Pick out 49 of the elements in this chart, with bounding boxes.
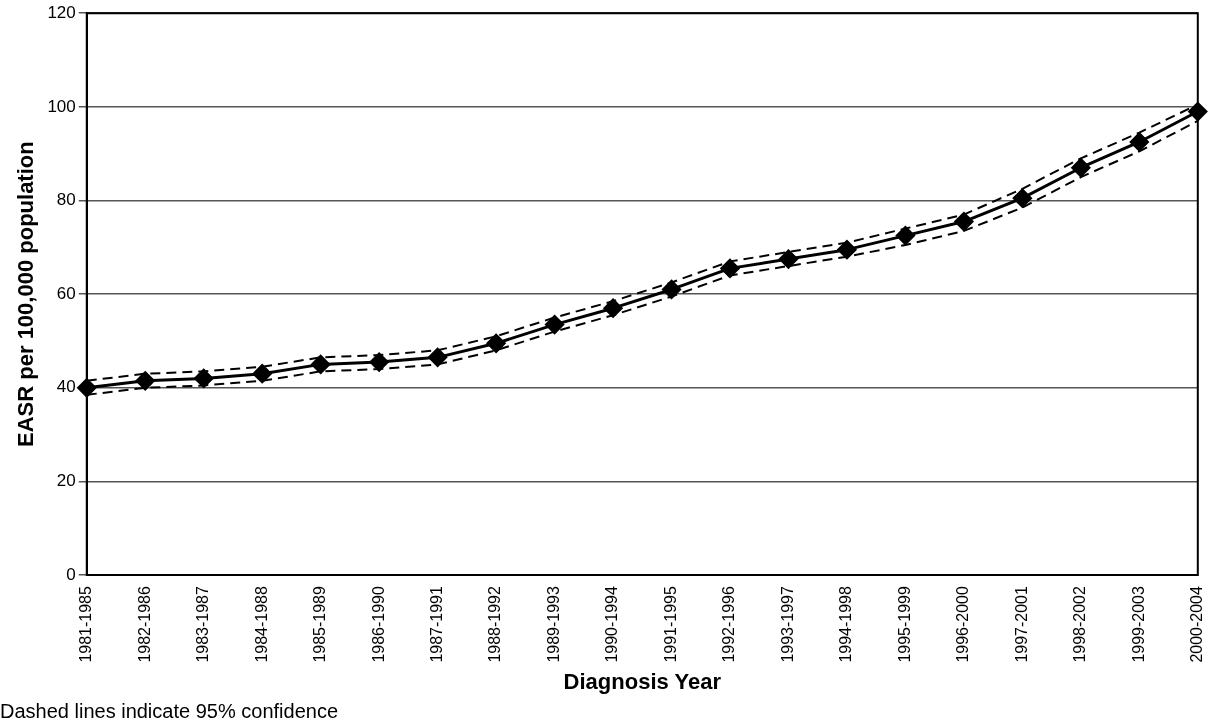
y-tick-label: 100: [47, 96, 76, 116]
point: [1129, 132, 1149, 152]
point: [778, 249, 798, 269]
x-tick-label: 2000-2004: [1188, 585, 1206, 663]
point: [252, 364, 272, 384]
x-tick-label: 1998-2002: [1071, 585, 1089, 663]
x-tick-label: 1988-1992: [486, 585, 504, 663]
x-tick-label: 1987-1991: [428, 585, 446, 663]
y-tick-label: 60: [56, 283, 76, 303]
point: [603, 298, 623, 318]
point: [1071, 158, 1091, 178]
y-axis-title: EASR per 100,000 population: [13, 141, 39, 447]
point: [895, 226, 915, 246]
point: [1012, 188, 1032, 208]
point: [720, 258, 740, 278]
y-tick-label: 0: [66, 564, 76, 584]
point: [837, 240, 857, 260]
x-tick-label: 1995-1999: [895, 585, 913, 663]
point: [194, 368, 214, 388]
x-tick-label: 1986-1990: [369, 585, 387, 663]
x-tick-label: 1990-1994: [603, 585, 621, 663]
x-tick-label: 1994-1998: [837, 585, 855, 663]
point: [954, 212, 974, 232]
x-tick-label: 1993-1997: [778, 585, 796, 663]
point: [135, 371, 155, 391]
point: [369, 352, 389, 372]
point: [311, 354, 331, 374]
point: [545, 315, 565, 335]
x-tick-label: 1981-1985: [77, 585, 95, 663]
text: Dashed lines indicate 95% confidence: [0, 700, 338, 723]
point: [486, 333, 506, 353]
x-tick-label: 1989-1993: [544, 585, 562, 663]
x-tick-label: 1992-1996: [720, 585, 738, 663]
point: [662, 279, 682, 299]
x-tick-label: 1999-2003: [1129, 585, 1147, 663]
x-tick-label: 1991-1995: [661, 585, 679, 663]
x-tick-label: 1984-1988: [252, 585, 270, 663]
y-tick-label: 40: [56, 377, 76, 397]
y-tick-label: 80: [56, 190, 76, 210]
x-axis-title: Diagnosis Year: [563, 668, 722, 694]
point: [428, 347, 448, 367]
x-tick-label: 1983-1987: [194, 585, 212, 663]
x-tick-label: 1982-1986: [135, 585, 153, 663]
point: [77, 378, 97, 398]
x-tick-label: 1985-1989: [311, 585, 329, 663]
y-tick-label: 120: [47, 2, 76, 22]
x-tick-label: 1996-2000: [954, 585, 972, 663]
x-tick-label: 1997-2001: [1012, 585, 1030, 663]
y-tick-label: 20: [56, 471, 76, 491]
